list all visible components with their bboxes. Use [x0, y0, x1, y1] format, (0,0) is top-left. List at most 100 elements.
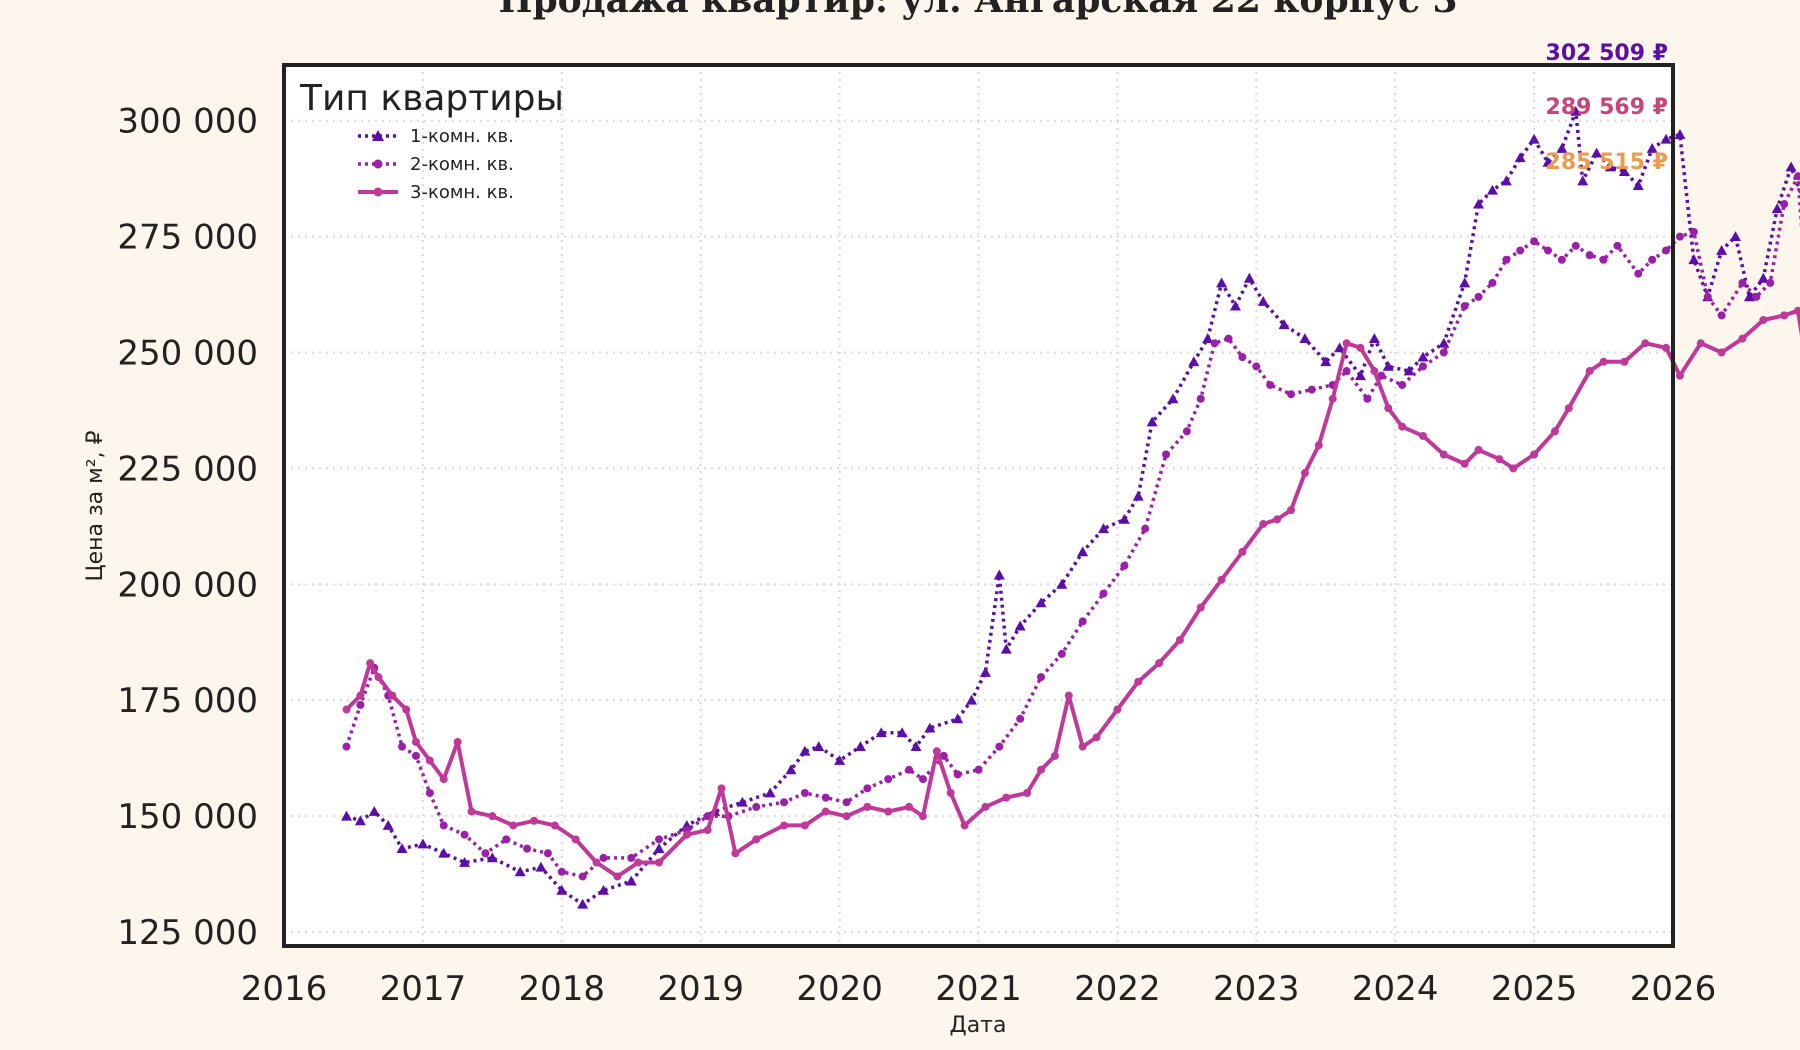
data-point	[953, 770, 962, 779]
data-point	[1050, 751, 1059, 760]
data-point	[1696, 339, 1705, 348]
y-tick-label: 125 000	[117, 913, 258, 953]
data-point	[1334, 342, 1346, 353]
data-point	[1717, 348, 1726, 357]
data-point	[1196, 603, 1205, 612]
data-point	[1175, 635, 1184, 644]
data-point	[1550, 427, 1559, 436]
data-point	[1167, 393, 1179, 404]
data-point	[1403, 365, 1415, 376]
data-point	[910, 741, 922, 752]
data-point	[1780, 311, 1789, 320]
data-point	[799, 745, 811, 756]
data-point	[780, 821, 789, 830]
data-point	[1460, 302, 1469, 311]
data-point	[875, 727, 887, 738]
data-point	[736, 796, 748, 807]
y-axis-label: Цена за м², ₽	[83, 430, 108, 581]
data-point	[1134, 677, 1143, 686]
data-point	[1287, 390, 1296, 399]
data-point	[1224, 334, 1233, 343]
data-point	[1243, 272, 1255, 283]
data-point	[1743, 291, 1755, 302]
data-point	[1014, 620, 1026, 631]
data-point	[1238, 353, 1247, 362]
x-tick-label: 2026	[1630, 969, 1717, 1009]
x-tick-label: 2024	[1352, 969, 1439, 1009]
grid-lines	[284, 65, 1673, 946]
data-point	[1092, 733, 1101, 742]
series-1	[341, 105, 1800, 909]
data-point	[342, 742, 351, 751]
data-point	[1585, 367, 1594, 376]
data-point	[1495, 455, 1504, 464]
data-point	[1314, 441, 1323, 450]
data-point	[1585, 251, 1594, 260]
x-tick-label: 2021	[935, 969, 1022, 1009]
data-point	[717, 784, 726, 793]
data-point	[1273, 515, 1282, 524]
data-point	[1516, 246, 1525, 255]
series-end-label: 302 509 ₽	[1546, 41, 1668, 66]
data-point	[731, 849, 740, 858]
data-point	[1794, 306, 1800, 315]
y-tick-label: 250 000	[117, 333, 258, 373]
data-point	[1752, 292, 1761, 301]
data-point	[918, 775, 927, 784]
series-end-label: 285 515 ₽	[1546, 150, 1668, 175]
data-point	[1738, 278, 1747, 287]
data-point	[396, 843, 408, 854]
series-layer	[341, 105, 1800, 909]
data-point	[1002, 793, 1011, 802]
legend-label: 3-комн. кв.	[410, 182, 514, 203]
data-point	[1618, 166, 1630, 177]
data-point	[1000, 643, 1012, 654]
legend-swatch-marker	[373, 187, 383, 197]
data-point	[514, 866, 526, 877]
x-tick-label: 2023	[1213, 969, 1300, 1009]
data-point	[1078, 742, 1087, 751]
data-point	[1098, 523, 1110, 534]
series-line	[345, 109, 1800, 907]
data-point	[918, 812, 927, 821]
series-line	[345, 308, 1800, 879]
data-point	[1571, 241, 1580, 250]
end-labels: 302 509 ₽ 289 569 ₽ 285 515 ₽	[1546, 41, 1668, 175]
data-point	[550, 821, 559, 830]
data-point	[509, 821, 518, 830]
data-point	[1439, 450, 1448, 459]
data-point	[974, 765, 983, 774]
data-point	[1766, 278, 1775, 287]
data-point	[486, 852, 498, 863]
data-point	[655, 835, 664, 844]
legend-swatch-marker	[372, 130, 384, 141]
x-axis-label: Дата	[950, 1013, 1007, 1038]
data-point	[1474, 292, 1483, 301]
data-point	[863, 802, 872, 811]
data-point	[1771, 203, 1783, 214]
data-point	[1716, 244, 1728, 255]
data-point	[402, 705, 411, 714]
y-tick-label: 200 000	[117, 565, 258, 605]
data-point	[1785, 161, 1797, 172]
data-point	[821, 793, 830, 802]
series-3	[342, 306, 1800, 881]
x-tick-label: 2020	[796, 969, 883, 1009]
legend-swatch-marker	[373, 159, 383, 169]
data-point	[1577, 175, 1589, 186]
data-point	[1188, 356, 1200, 367]
data-point	[905, 802, 914, 811]
data-point	[752, 802, 761, 811]
data-point	[1556, 142, 1568, 153]
series-2	[342, 172, 1800, 881]
data-point	[1530, 450, 1539, 459]
data-point	[439, 821, 448, 830]
data-point	[459, 857, 471, 867]
data-point	[411, 737, 420, 746]
data-point	[382, 819, 394, 830]
data-point	[411, 751, 420, 760]
data-point	[1342, 339, 1351, 348]
data-point	[1717, 311, 1726, 320]
legend-label: 2-комн. кв.	[410, 154, 514, 175]
data-point	[577, 898, 589, 909]
